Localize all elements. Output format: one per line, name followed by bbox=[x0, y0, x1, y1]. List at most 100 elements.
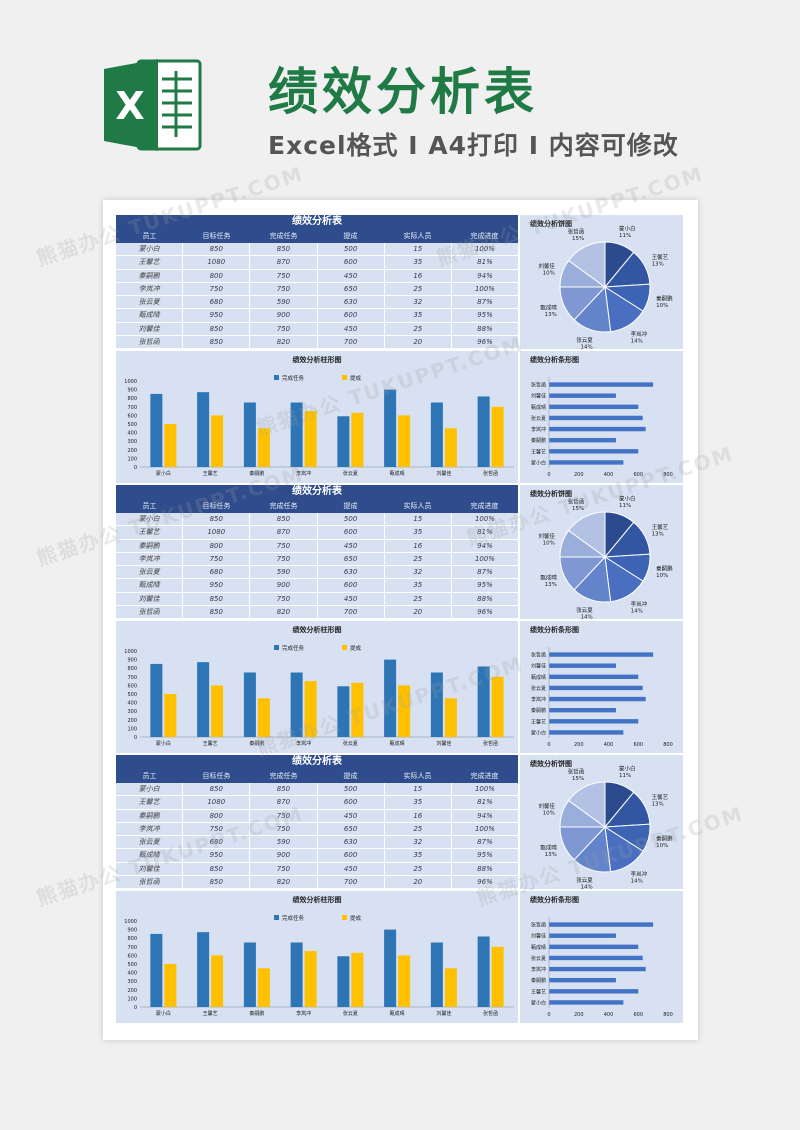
table-cell: 950 bbox=[183, 849, 251, 862]
pie-value-label: 14% bbox=[581, 615, 593, 621]
column-completed-4 bbox=[337, 416, 350, 467]
x-tick-label: 600 bbox=[633, 742, 643, 748]
bar-category-label: 甄成晴 bbox=[531, 404, 546, 411]
column-header: 目标任务 bbox=[202, 232, 231, 240]
table-cell: 刘馨佳 bbox=[116, 592, 184, 606]
x-tick-label: 400 bbox=[604, 472, 614, 478]
column-commission-2 bbox=[257, 698, 270, 737]
pie-chart-title: 绩效分析饼图 bbox=[530, 760, 572, 768]
y-tick-label: 300 bbox=[127, 439, 137, 445]
x-tick-label: 张哲函 bbox=[483, 1010, 498, 1017]
column-chart: 完成任务 提成 0 100 200 300 400 500 600 700 800 900 1000 蒙小… bbox=[124, 644, 514, 747]
column-header: 完成任务 bbox=[269, 502, 298, 510]
column-completed-5 bbox=[384, 659, 397, 737]
table-cell: 35 bbox=[385, 796, 452, 809]
column-header: 提成 bbox=[343, 502, 358, 510]
pie-value-label: 10% bbox=[656, 573, 668, 579]
y-tick-label: 0 bbox=[134, 735, 137, 741]
table-cell: 1080 bbox=[183, 526, 251, 539]
y-tick-label: 500 bbox=[127, 692, 137, 698]
x-tick-label: 张哲函 bbox=[483, 470, 498, 477]
table-cell: 750 bbox=[250, 862, 318, 876]
column-commission-6 bbox=[444, 968, 457, 1007]
y-tick-label: 500 bbox=[127, 422, 137, 428]
x-tick-label: 200 bbox=[574, 1012, 584, 1018]
pie-chart: 蒙小白11%王馨艺13%秦嗣鹏10%李岚冲14%张云夏14%甄成晴13%刘馨佳1… bbox=[538, 494, 673, 621]
column-completed-6 bbox=[430, 942, 443, 1007]
y-tick-label: 400 bbox=[127, 971, 137, 977]
table-row: 甄成晴 950 900 600 35 95% bbox=[116, 579, 518, 593]
table-cell: 32 bbox=[385, 836, 452, 849]
table-cell: 450 bbox=[318, 269, 385, 282]
x-tick-label: 刘馨佳 bbox=[436, 470, 451, 477]
table-cell: 95% bbox=[477, 581, 493, 590]
table-title: 绩效分析表 bbox=[116, 755, 518, 769]
table-cell: 500 bbox=[318, 243, 385, 256]
x-tick-label: 400 bbox=[604, 1012, 614, 1018]
pie-label: 王馨艺 bbox=[652, 523, 669, 531]
table-cell: 16 bbox=[385, 269, 452, 282]
table-cell: 35 bbox=[385, 849, 452, 862]
table-cell: 81% bbox=[477, 528, 493, 537]
bar-category-label: 张哲函 bbox=[531, 652, 546, 659]
y-tick-label: 300 bbox=[127, 709, 137, 715]
table-cell: 700 bbox=[318, 336, 385, 349]
table-cell: 950 bbox=[183, 309, 251, 322]
table-row: 蒙小白 850 850 500 15 100% bbox=[116, 783, 518, 797]
y-tick-label: 700 bbox=[127, 405, 137, 411]
bar-1 bbox=[549, 933, 616, 938]
x-tick-label: 800 bbox=[663, 742, 673, 748]
pie-label: 张云夏 bbox=[576, 876, 593, 884]
pie-label: 张云夏 bbox=[576, 336, 593, 344]
table-cell: 850 bbox=[183, 783, 251, 796]
column-header: 完成任务 bbox=[269, 232, 298, 240]
performance-table: 绩效分析表 员工 目标任务 完成任务 提成 实际人员 完成进度 蒙小白 850 850 500 15 1… bbox=[115, 754, 519, 890]
table-cell: 王馨艺 bbox=[116, 256, 184, 269]
pie-value-label: 10% bbox=[543, 810, 555, 816]
bar-category-label: 李岚冲 bbox=[531, 696, 546, 703]
column-header: 实际人员 bbox=[403, 772, 432, 780]
table-cell: 81% bbox=[477, 258, 493, 267]
bar-category-label: 王馨艺 bbox=[531, 718, 546, 725]
column-completed-4 bbox=[337, 686, 350, 737]
x-tick-label: 王馨艺 bbox=[203, 470, 218, 477]
y-tick-label: 300 bbox=[127, 979, 137, 985]
bar-category-label: 刘馨佳 bbox=[531, 663, 546, 670]
table-cell: 25 bbox=[385, 822, 452, 836]
bar-2 bbox=[549, 674, 639, 680]
table-cell: 750 bbox=[183, 822, 251, 836]
table-row: 张云夏 680 590 630 32 87% bbox=[116, 566, 518, 580]
table-cell: 450 bbox=[318, 809, 385, 822]
column-completed-1 bbox=[197, 392, 210, 467]
table-cell: 王馨艺 bbox=[116, 796, 184, 809]
table-cell: 630 bbox=[318, 566, 385, 579]
bar-category-label: 秦嗣鹏 bbox=[531, 437, 546, 444]
pie-slice-7 bbox=[567, 241, 606, 288]
table-cell: 750 bbox=[250, 282, 318, 296]
table-cell: 87% bbox=[477, 568, 493, 577]
table-cell: 630 bbox=[318, 296, 385, 309]
table-cell: 850 bbox=[250, 243, 318, 256]
column-completed-0 bbox=[150, 393, 163, 467]
table-cell: 820 bbox=[250, 336, 318, 349]
table-cell: 15 bbox=[385, 243, 452, 256]
table-cell: 590 bbox=[250, 566, 318, 579]
legend-swatch-commission bbox=[342, 915, 347, 920]
pie-value-label: 10% bbox=[656, 843, 668, 849]
table-cell: 95% bbox=[477, 851, 493, 860]
table-cell: 630 bbox=[318, 836, 385, 849]
pie-value-label: 13% bbox=[545, 852, 557, 858]
column-completed-1 bbox=[197, 662, 210, 737]
bar-5 bbox=[549, 437, 616, 443]
table-cell: 96% bbox=[477, 338, 493, 347]
table-row: 秦嗣鹏 800 750 450 16 94% bbox=[116, 539, 518, 553]
y-tick-label: 1000 bbox=[124, 379, 137, 385]
x-tick-label: 0 bbox=[547, 472, 550, 478]
table-cell: 850 bbox=[183, 592, 251, 606]
column-completed-3 bbox=[290, 672, 303, 737]
pie-label: 甄成晴 bbox=[540, 843, 557, 851]
table-cell: 850 bbox=[250, 783, 318, 796]
y-tick-label: 0 bbox=[134, 465, 137, 471]
column-chart: 完成任务 提成 0 100 200 300 400 500 600 700 800 900 1000 蒙小… bbox=[124, 374, 514, 477]
